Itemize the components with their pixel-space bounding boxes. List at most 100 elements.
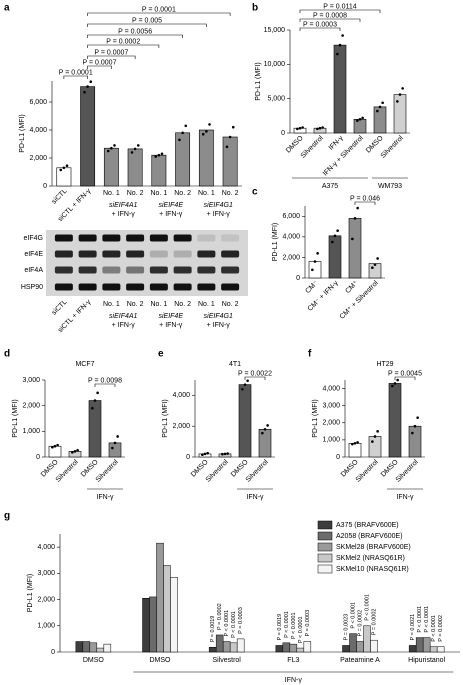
data-point — [411, 431, 414, 435]
bar — [56, 167, 72, 187]
data-point — [111, 446, 114, 450]
p-value: P = 0.0098 — [88, 377, 122, 384]
x-tick-label: No. 2 — [174, 301, 191, 308]
data-point — [353, 442, 357, 445]
group-label: siEIF4A1 — [109, 313, 138, 320]
p-value: P < 0.0001 — [284, 611, 290, 638]
data-point — [223, 452, 227, 456]
data-point — [341, 34, 344, 37]
blot-band — [197, 250, 216, 258]
y-tick-label: 0 — [51, 649, 55, 656]
data-point — [184, 124, 188, 128]
group-label: IFN-γ — [396, 494, 414, 501]
legend-label: A375 (BRAFV600E) — [336, 522, 399, 529]
bar — [342, 645, 350, 653]
p-value: P = 0.0022 — [238, 370, 272, 377]
data-point — [86, 85, 89, 88]
group-label: IFN-γ — [285, 677, 303, 684]
p-value: P < 0.0001 — [224, 610, 230, 637]
data-point — [208, 123, 211, 126]
y-tick-label: 4,000 — [172, 392, 190, 399]
blot-band — [149, 250, 168, 258]
bar — [429, 646, 438, 653]
p-value: P = 0.0023 — [343, 614, 349, 641]
data-point — [316, 127, 319, 131]
data-point — [301, 126, 304, 129]
bar — [415, 637, 424, 653]
y-tick-label: 0 — [43, 183, 47, 190]
y-tick-label: 0 — [336, 454, 340, 461]
blot-band — [126, 266, 145, 274]
comparison-bracket — [394, 376, 416, 380]
panel-label: c — [252, 187, 258, 198]
data-point — [376, 109, 379, 113]
x-tick-label: Silvestrol — [212, 657, 241, 664]
y-tick-label: 4,000 — [29, 127, 47, 134]
data-point — [181, 131, 184, 135]
group-label: IFN-γ — [96, 494, 114, 501]
x-tick-label: Silvestrol — [55, 458, 80, 483]
panel-title: 4T1 — [229, 361, 241, 368]
legend-label: A2058 (BRAFV600E) — [336, 533, 403, 540]
data-point — [311, 268, 314, 272]
panel-label: e — [158, 349, 164, 360]
data-point — [333, 234, 337, 238]
x-tick-label: Silvestrol — [95, 458, 120, 483]
bar — [436, 646, 445, 653]
blot-band — [54, 250, 73, 258]
data-point — [336, 52, 339, 56]
blot-band — [78, 250, 97, 258]
y-tick-label: 0 — [36, 454, 40, 461]
bar — [289, 643, 298, 653]
p-value: P = 0.0003 — [305, 610, 311, 637]
bar — [408, 425, 422, 458]
blot-band — [126, 283, 145, 291]
p-value: P < 0.0001 — [291, 612, 297, 639]
legend-label: SKMel28 (BRAFV600E) — [336, 544, 411, 551]
y-axis-label: PD-L1 (MFI) — [162, 399, 169, 438]
x-tick-label: siCTL — [51, 299, 69, 317]
group-label: siEIF4G1 — [204, 313, 233, 320]
bar — [108, 442, 122, 458]
comparison-bracket — [87, 34, 183, 38]
blot-band — [78, 283, 97, 291]
blot-band — [221, 250, 240, 258]
y-axis-label: PD-L1 (MFI) — [19, 114, 26, 153]
comparison-bracket — [299, 27, 341, 31]
data-point — [396, 100, 399, 103]
x-tick-label: No. 1 — [103, 190, 120, 197]
bar — [89, 642, 98, 653]
bar — [373, 106, 387, 134]
x-tick-label: No. 2 — [127, 190, 144, 197]
data-point — [351, 442, 354, 446]
data-point — [391, 384, 394, 388]
comparison-bracket — [244, 376, 266, 380]
y-tick-label: 5,000 — [267, 96, 285, 103]
bar — [348, 443, 362, 458]
panel-title: HT29 — [376, 361, 393, 368]
bar — [296, 647, 305, 653]
data-point — [113, 441, 117, 445]
data-point — [261, 431, 264, 435]
data-point — [221, 452, 224, 456]
data-point — [243, 383, 247, 386]
data-point — [398, 93, 402, 96]
bar — [88, 400, 102, 458]
y-axis-label: PD-L1 (MFI) — [12, 399, 19, 438]
x-tick-label: No. 1 — [151, 190, 168, 197]
blot-band — [102, 234, 121, 242]
x-tick-label: CM⁺ + Silvestrol — [339, 279, 380, 320]
p-value: P = 0.0002 — [106, 38, 140, 45]
bar — [275, 645, 284, 653]
blot-band — [149, 266, 168, 274]
legend-swatch — [317, 531, 333, 541]
blot-band — [126, 234, 145, 242]
p-value: P = 0.0002 — [357, 610, 363, 637]
y-axis-label: PD-L1 (MFI) — [27, 574, 34, 613]
data-point — [336, 229, 339, 232]
bar — [303, 641, 312, 653]
bar — [258, 428, 272, 458]
x-tick-label: IFN-γ — [328, 134, 345, 151]
data-point — [401, 87, 404, 90]
